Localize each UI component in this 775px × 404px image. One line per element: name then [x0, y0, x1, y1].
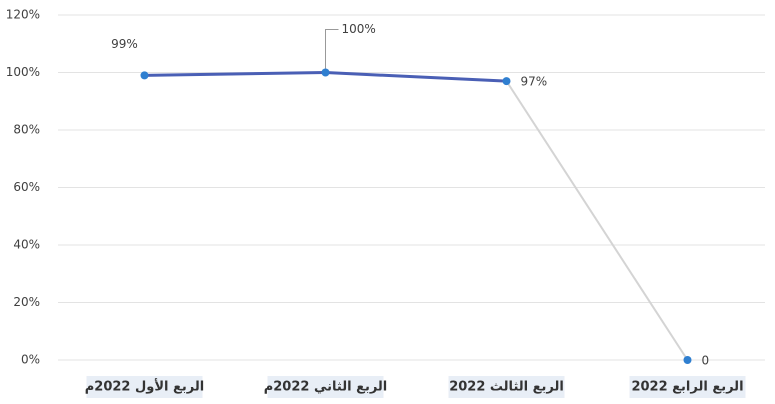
category-label-bg	[629, 376, 746, 398]
point	[502, 77, 511, 86]
data-label: 99%	[111, 37, 138, 51]
leader-line	[325, 29, 339, 69]
category-label-bg	[267, 376, 384, 398]
x-tick-label: الربع الأول 2022م	[85, 378, 204, 395]
line-segment	[325, 71, 507, 83]
y-tick-label: 20%	[13, 295, 40, 309]
category-label-bg	[448, 376, 565, 398]
data-label: 97%	[521, 75, 548, 89]
point	[321, 68, 330, 77]
point	[140, 71, 149, 80]
y-tick-label: 60%	[13, 180, 40, 194]
y-tick-label: 120%	[6, 8, 40, 22]
y-tick-label: 0%	[21, 353, 40, 367]
line-segment	[505, 80, 689, 361]
category-label-bg	[86, 376, 203, 398]
x-tick-label: الربع الثالث 2022	[449, 380, 564, 395]
point	[683, 356, 692, 364]
y-tick-label: 80%	[13, 123, 40, 137]
data-label: 100%	[342, 22, 376, 36]
x-tick-label: الربع الثاني 2022م	[264, 380, 388, 395]
y-tick-label: 40%	[13, 238, 40, 252]
x-tick-label: الربع الرابع 2022	[631, 380, 743, 395]
y-tick-label: 100%	[6, 65, 40, 79]
line-segment	[144, 71, 326, 77]
data-label: 0	[702, 354, 710, 368]
